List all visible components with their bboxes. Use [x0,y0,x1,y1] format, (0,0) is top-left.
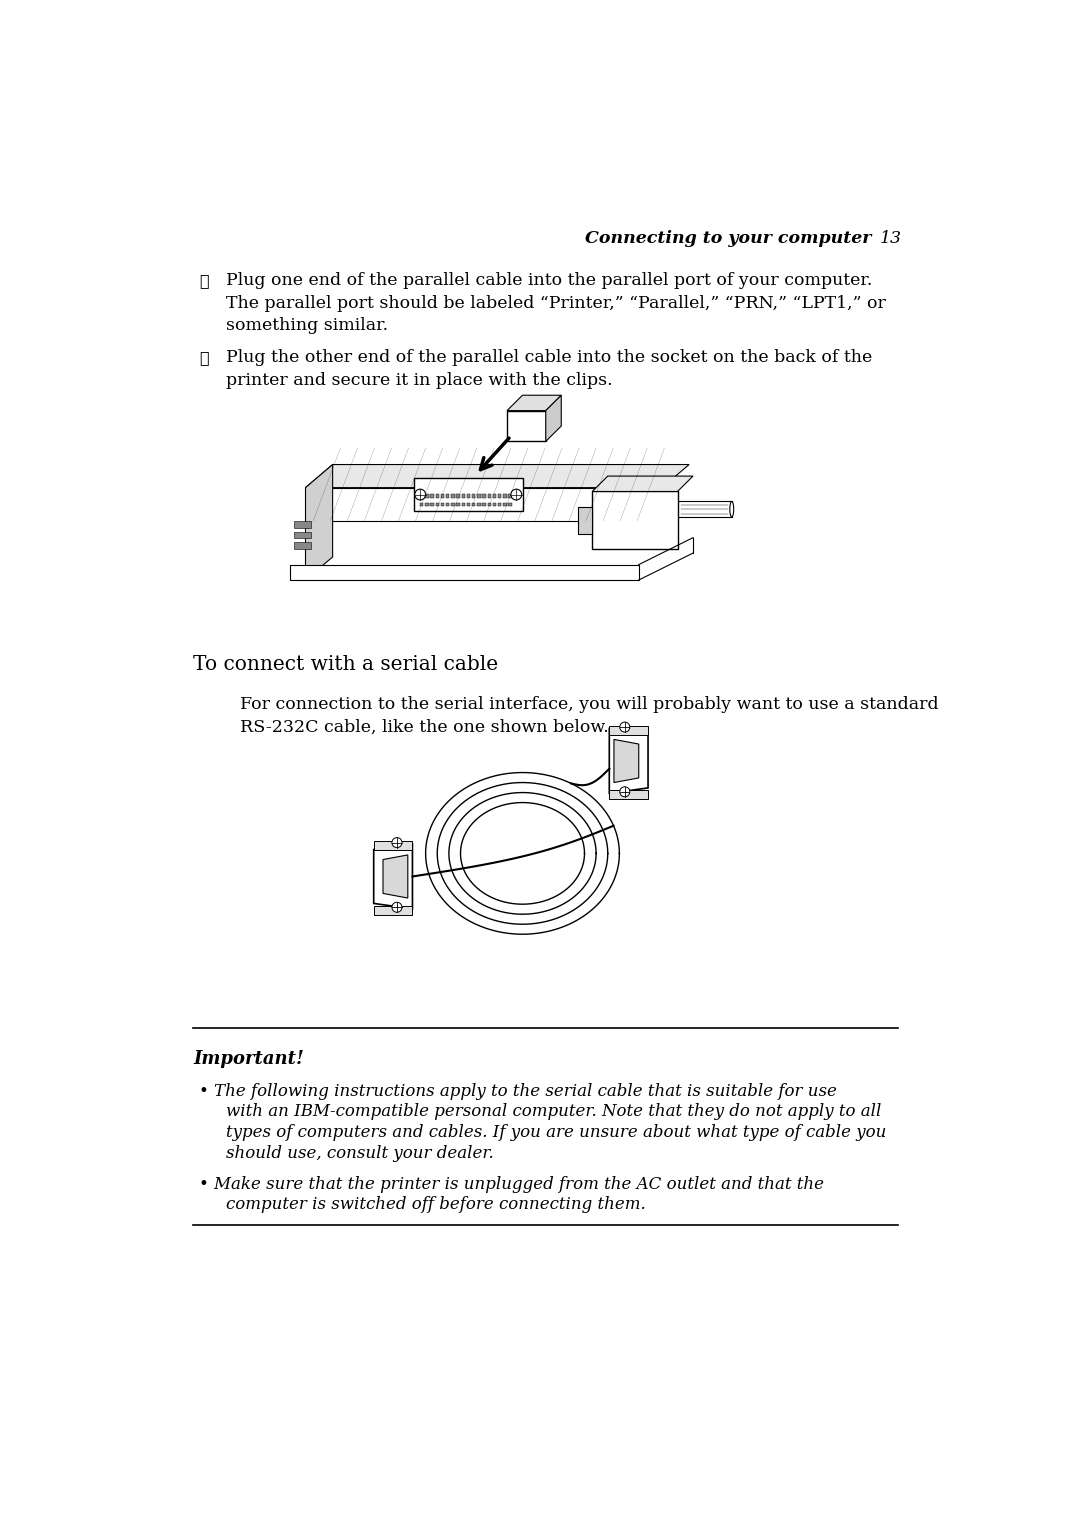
Bar [509,503,512,506]
Polygon shape [294,532,311,538]
Bar [441,503,444,506]
Text: Plug one end of the parallel cable into the parallel port of your computer.: Plug one end of the parallel cable into … [226,272,872,289]
Bar [457,503,460,506]
Bar [374,841,413,850]
Ellipse shape [730,502,733,517]
Polygon shape [294,521,311,528]
Polygon shape [414,477,523,511]
Circle shape [511,489,522,500]
Bar [435,503,440,506]
Bar [435,494,440,498]
Bar [492,494,496,498]
Bar [503,503,507,506]
Polygon shape [291,564,638,579]
Bar [426,494,429,498]
Polygon shape [306,465,333,579]
Text: RS-232C cable, like the one shown below.: RS-232C cable, like the one shown below. [240,719,608,735]
Text: • The following instructions apply to the serial cable that is suitable for use: • The following instructions apply to th… [200,1083,837,1099]
Polygon shape [306,465,689,488]
Polygon shape [507,411,545,442]
Polygon shape [306,488,662,521]
Text: • Make sure that the printer is unplugged from the AC outlet and that the: • Make sure that the printer is unplugge… [200,1176,824,1193]
Text: Plug the other end of the parallel cable into the socket on the back of the: Plug the other end of the parallel cable… [226,349,872,367]
Circle shape [392,838,402,847]
Text: ☐: ☐ [200,349,208,367]
Polygon shape [609,729,648,794]
Text: For connection to the serial interface, you will probably want to use a standard: For connection to the serial interface, … [240,696,939,714]
Text: something similar.: something similar. [226,318,388,335]
Bar [431,503,434,506]
Bar [451,503,455,506]
Text: To connect with a serial cable: To connect with a serial cable [193,654,498,674]
Text: computer is switched off before connecting them.: computer is switched off before connecti… [226,1196,646,1214]
Bar [472,494,475,498]
Circle shape [620,787,630,797]
Bar [483,494,486,498]
Text: The parallel port should be labeled “Printer,” “Parallel,” “PRN,” “LPT1,” or: The parallel port should be labeled “Pri… [226,295,886,312]
Bar [487,494,491,498]
Text: printer and secure it in place with the clips.: printer and secure it in place with the … [226,372,612,388]
Text: Important!: Important! [193,1050,303,1067]
Bar [446,503,449,506]
Polygon shape [592,476,693,491]
Bar [503,494,507,498]
Bar [374,905,413,914]
Circle shape [620,722,630,732]
Bar [446,494,449,498]
Bar [477,494,481,498]
Bar [477,503,481,506]
Bar [441,494,444,498]
Text: Connecting to your computer: Connecting to your computer [585,229,872,246]
Polygon shape [578,508,592,534]
Bar [451,494,455,498]
Bar [472,503,475,506]
Bar [457,494,460,498]
Bar [492,503,496,506]
Circle shape [415,489,426,500]
Polygon shape [294,543,311,549]
Circle shape [392,902,402,913]
Text: with an IBM-compatible personal computer. Note that they do not apply to all: with an IBM-compatible personal computer… [226,1104,881,1121]
Bar [509,494,512,498]
Bar [420,494,423,498]
Bar [609,726,648,735]
Polygon shape [545,394,562,442]
Bar [461,503,465,506]
Bar [426,503,429,506]
Bar [461,494,465,498]
Polygon shape [613,740,638,783]
Text: ☐: ☐ [200,272,208,289]
Text: types of computers and cables. If you are unsure about what type of cable you: types of computers and cables. If you ar… [226,1124,886,1141]
Polygon shape [383,855,408,898]
Text: 13: 13 [880,229,902,246]
Bar [420,503,423,506]
Polygon shape [507,394,562,411]
Bar [431,494,434,498]
Bar [498,494,501,498]
Bar [467,494,470,498]
Bar [467,503,470,506]
Polygon shape [374,844,413,908]
Bar [609,790,648,800]
Text: should use, consult your dealer.: should use, consult your dealer. [226,1145,494,1162]
Bar [498,503,501,506]
Bar [592,491,677,549]
Bar [487,503,491,506]
Bar [483,503,486,506]
